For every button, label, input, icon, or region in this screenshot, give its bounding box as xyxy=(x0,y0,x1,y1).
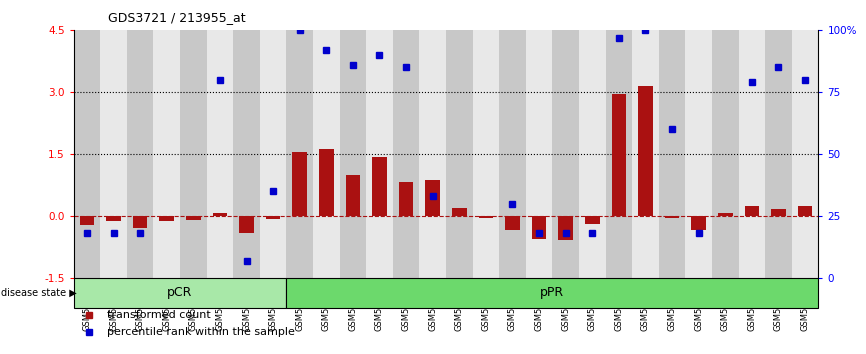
Bar xyxy=(419,30,446,278)
Bar xyxy=(745,206,759,216)
Bar xyxy=(159,216,174,221)
Bar xyxy=(685,30,712,278)
Bar xyxy=(293,152,307,216)
Bar xyxy=(287,30,313,278)
Bar xyxy=(526,30,553,278)
Bar xyxy=(585,216,599,224)
Bar xyxy=(346,175,360,216)
Bar xyxy=(126,30,153,278)
Bar xyxy=(712,30,739,278)
Bar xyxy=(532,216,546,239)
Bar xyxy=(372,157,387,216)
Bar xyxy=(611,94,626,216)
Bar xyxy=(366,30,393,278)
Bar xyxy=(505,216,520,230)
Bar xyxy=(74,278,287,308)
Text: pPR: pPR xyxy=(540,286,565,299)
Bar xyxy=(452,208,467,216)
Bar xyxy=(393,30,419,278)
Bar xyxy=(691,216,706,230)
Bar xyxy=(153,30,180,278)
Bar xyxy=(665,216,680,218)
Bar xyxy=(553,30,579,278)
Bar xyxy=(132,216,147,228)
Bar xyxy=(100,30,126,278)
Bar xyxy=(771,209,785,216)
Bar xyxy=(107,216,121,221)
Bar xyxy=(479,216,494,218)
Bar xyxy=(718,213,733,216)
Bar xyxy=(473,30,499,278)
Bar xyxy=(287,278,818,308)
Text: transformed count: transformed count xyxy=(107,310,211,320)
Text: GDS3721 / 213955_at: GDS3721 / 213955_at xyxy=(108,11,246,24)
Bar xyxy=(212,213,227,216)
Bar xyxy=(559,216,573,240)
Bar xyxy=(766,30,792,278)
Bar xyxy=(499,30,526,278)
Bar xyxy=(266,216,281,219)
Bar xyxy=(798,206,812,216)
Bar xyxy=(186,216,201,219)
Bar xyxy=(579,30,605,278)
Bar xyxy=(659,30,685,278)
Bar xyxy=(339,30,366,278)
Bar xyxy=(233,30,260,278)
Bar xyxy=(398,182,413,216)
Bar xyxy=(180,30,207,278)
Bar xyxy=(632,30,659,278)
Bar xyxy=(80,216,94,225)
Bar xyxy=(605,30,632,278)
Bar xyxy=(739,30,766,278)
Bar xyxy=(74,30,100,278)
Bar xyxy=(319,149,333,216)
Bar xyxy=(792,30,818,278)
Bar xyxy=(260,30,287,278)
Text: disease state ▶: disease state ▶ xyxy=(1,288,76,298)
Bar xyxy=(239,216,254,233)
Bar xyxy=(207,30,233,278)
Text: pCR: pCR xyxy=(167,286,193,299)
Bar xyxy=(446,30,473,278)
Bar xyxy=(313,30,339,278)
Bar xyxy=(425,179,440,216)
Text: percentile rank within the sample: percentile rank within the sample xyxy=(107,327,295,337)
Bar xyxy=(638,86,653,216)
